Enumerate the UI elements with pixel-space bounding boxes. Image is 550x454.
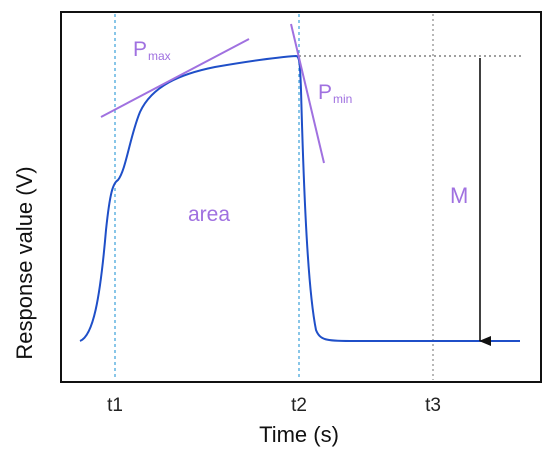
p-max-label-sub: max xyxy=(148,49,171,63)
p-max-label: Pmax xyxy=(133,38,171,63)
p-min-label: Pmin xyxy=(318,81,352,106)
response-curve xyxy=(79,54,520,342)
y-axis-title: Response value (V) xyxy=(12,166,37,359)
p-min-label-sub: min xyxy=(333,92,352,106)
x-axis-title: Time (s) xyxy=(259,422,339,447)
p-min-label-main: P xyxy=(318,81,332,104)
p-max-label-main: P xyxy=(133,38,147,61)
tick-label-t3: t3 xyxy=(425,395,441,416)
plot-frame xyxy=(60,11,542,383)
magnitude-label: M xyxy=(450,183,468,208)
p-max-tangent-line xyxy=(100,38,250,118)
p-min-tangent-line xyxy=(290,23,325,164)
tick-label-t1: t1 xyxy=(107,395,123,416)
tick-label-t2: t2 xyxy=(291,395,307,416)
area-label: area xyxy=(188,203,230,226)
